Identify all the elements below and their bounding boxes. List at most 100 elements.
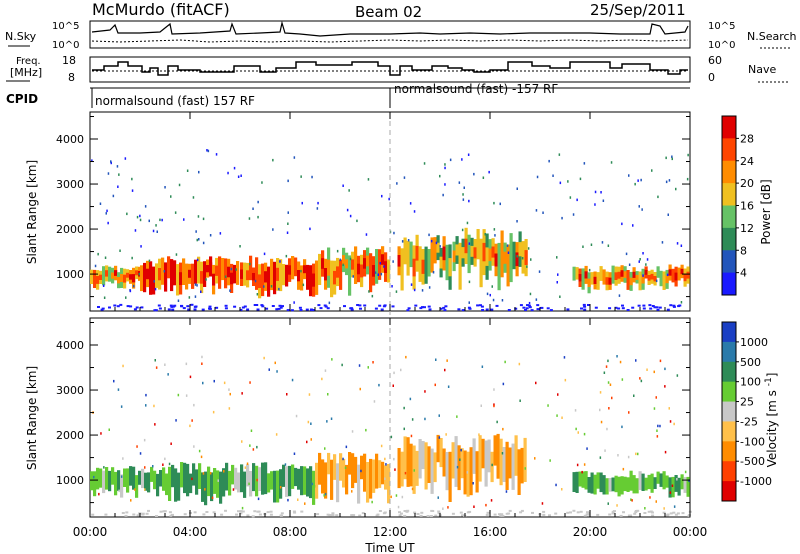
echo-ground: [468, 510, 472, 513]
echo-cell: [140, 265, 144, 292]
echo-ground: [241, 306, 245, 309]
echo-core: [455, 244, 459, 256]
echo-ground: [626, 309, 630, 311]
echo-scatter: [196, 258, 199, 262]
echo-scatter: [131, 177, 133, 181]
echo-cell: [433, 237, 437, 264]
echo-cell: [282, 264, 286, 286]
colorbar-swatch: [722, 481, 736, 502]
echo-cell: [156, 473, 160, 497]
echo-scatter: [669, 491, 672, 494]
echo-scatter: [577, 431, 579, 434]
echo-scatter: [331, 358, 333, 361]
echo-ground: [672, 304, 676, 307]
echo-ground: [153, 309, 157, 312]
echo-cell: [409, 241, 413, 268]
echo-scatter: [538, 270, 541, 273]
echo-ground: [162, 510, 166, 513]
echo-ground: [507, 512, 511, 515]
echo-scatter: [117, 388, 120, 391]
echo-scatter: [516, 187, 518, 190]
echo-ground: [586, 511, 589, 514]
echo-core: [188, 269, 192, 278]
echo-cell: [427, 446, 431, 483]
echo-ground: [583, 308, 587, 311]
echo-scatter: [250, 429, 253, 432]
echo-ground: [343, 305, 346, 308]
echo-cell: [415, 450, 419, 486]
echo-cell: [222, 468, 226, 497]
echo-scatter: [246, 476, 249, 480]
echo-ground: [583, 305, 587, 308]
echo-scatter: [576, 198, 578, 202]
echo-cell: [150, 466, 154, 482]
y-tick-label: 4000: [56, 133, 84, 146]
echo-scatter: [618, 294, 621, 297]
echo-scatter: [342, 457, 344, 461]
echo-cell: [686, 476, 690, 497]
echo-ground: [310, 309, 314, 311]
echo-cell: [96, 467, 100, 490]
echo-scatter: [131, 189, 134, 192]
echo-ground: [331, 512, 335, 515]
echo-ground: [119, 303, 123, 306]
echo-scatter: [293, 301, 295, 304]
echo-ground: [290, 309, 294, 312]
echo-ground: [536, 308, 540, 311]
echo-cell: [153, 470, 157, 490]
echo-scatter: [232, 488, 235, 491]
echo-scatter: [657, 195, 659, 199]
echo-cell: [665, 475, 669, 488]
echo-core: [503, 251, 507, 264]
echo-scatter: [378, 479, 381, 483]
echo-scatter: [185, 362, 188, 366]
echo-cell: [315, 462, 319, 499]
echo-ground: [331, 514, 335, 516]
echo-cell: [596, 272, 600, 290]
echo-ground: [266, 511, 270, 514]
power-echo-layer: [90, 149, 690, 312]
echo-scatter: [316, 207, 319, 210]
echo-cell: [506, 244, 510, 287]
echo-cell: [479, 238, 483, 288]
echo-scatter: [628, 263, 631, 266]
echo-scatter: [310, 422, 312, 425]
echo-cell: [336, 463, 340, 503]
echo-ground: [246, 308, 250, 311]
echo-scatter: [529, 292, 532, 296]
echo-core: [421, 259, 425, 274]
echo-ground: [108, 306, 111, 309]
echo-scatter: [478, 433, 480, 436]
echo-cell: [406, 240, 410, 276]
echo-scatter: [561, 216, 563, 220]
echo-scatter: [534, 457, 536, 460]
echo-scatter: [646, 368, 648, 371]
echo-scatter: [119, 249, 121, 252]
echo-scatter: [462, 198, 465, 201]
echo-ground: [326, 307, 330, 310]
echo-cell: [403, 237, 407, 265]
echo-scatter: [367, 178, 370, 181]
echo-ground: [224, 304, 228, 307]
echo-core: [99, 274, 103, 280]
echo-ground: [451, 512, 455, 515]
echo-scatter: [359, 387, 361, 391]
echo-scatter: [287, 498, 289, 502]
echo-scatter: [518, 362, 521, 366]
echo-scatter: [611, 396, 613, 400]
echo-ground: [183, 513, 187, 516]
echo-cell: [191, 263, 195, 289]
echo-ground: [324, 305, 328, 308]
echo-scatter: [207, 149, 210, 153]
echo-ground: [633, 512, 637, 515]
echo-scatter: [202, 381, 204, 385]
cpid-label: CPID: [6, 92, 38, 106]
echo-cell: [185, 263, 189, 290]
echo-cell: [342, 458, 346, 488]
echo-scatter: [279, 486, 282, 489]
echo-core: [482, 242, 486, 262]
echo-scatter: [351, 490, 353, 493]
echo-ground: [271, 305, 275, 307]
echo-core: [105, 270, 109, 277]
echo-scatter: [284, 463, 287, 466]
